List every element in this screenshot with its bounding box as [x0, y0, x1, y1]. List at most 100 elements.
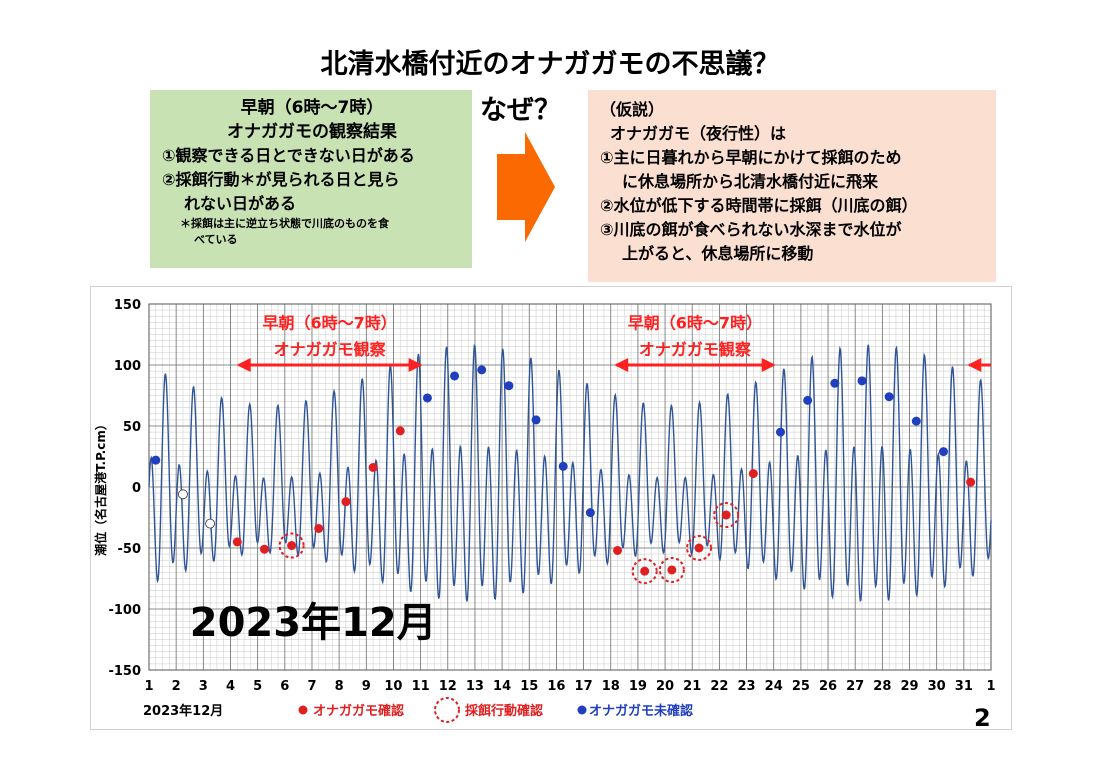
not-observed-point [477, 365, 487, 375]
y-axis-label: 潮位（名古屋港T.P.cm） [93, 418, 108, 556]
plot-border [148, 303, 992, 671]
page-title: 北清水橋付近のオナガガモの不思議？ [320, 49, 780, 80]
arrow-head-left-icon [236, 358, 251, 372]
observation-item-1: ①観察できる日とできない日がある [162, 146, 415, 165]
legend-not-observed-marker [577, 705, 587, 715]
not-observed-point [857, 376, 867, 386]
observation-note-line2: べている [194, 233, 238, 246]
hypothesis-box: （仮説） オナガガモ（夜行性）は ①主に日暮れから早朝にかけて採餌のため に休息… [588, 90, 996, 282]
y-tick-label: 150 [114, 298, 141, 313]
hypothesis-line-5: ②水位が低下する時間帯に採餌（川底の餌） [600, 196, 918, 215]
x-tick-label: 7 [307, 679, 316, 694]
open-point [178, 489, 188, 500]
tide-series-line [148, 344, 992, 603]
not-observed-point [911, 416, 921, 426]
x-tick-label: 19 [629, 679, 647, 694]
hypothesis-line-7: 上がると、休息場所に移動 [622, 244, 814, 263]
observed-point [613, 545, 623, 555]
not-observed-point [830, 378, 840, 388]
hypothesis-line-1: （仮説） [600, 100, 665, 119]
observed-point [395, 426, 405, 436]
hypothesis-line-6: ③川底の餌が食べられない水深まで水位が [600, 220, 902, 239]
observation-item-2-line1: ②採餌行動＊が見られる日と見ら [162, 170, 400, 189]
y-tick-label: -150 [108, 664, 141, 679]
x-tick-label: 18 [602, 679, 620, 694]
x-tick-label: 15 [520, 679, 538, 694]
hypothesis-line-4: に休息場所から北清水橋付近に飛来 [622, 172, 879, 191]
observed-point [232, 537, 242, 547]
feeding-behavior-circle [278, 532, 305, 559]
not-observed-point [558, 461, 568, 471]
y-tick-label: -100 [108, 603, 141, 618]
x-tick-label: 26 [819, 679, 837, 694]
arrow-head-left-icon [614, 358, 629, 372]
x-tick-label: 14 [493, 679, 511, 694]
x-tick-label: 9 [362, 679, 371, 694]
x-tick-label: 17 [575, 679, 593, 694]
x-tick-label: 16 [547, 679, 565, 694]
not-observed-point [531, 415, 541, 425]
x-tick-label: 11 [412, 679, 430, 694]
observed-point [966, 477, 976, 487]
legend-not-observed-label: オナガガモ未確認 [589, 703, 693, 719]
not-observed-point [776, 427, 785, 437]
not-observed-point [151, 455, 161, 465]
not-observed-point [585, 508, 595, 518]
legend-feeding-marker [434, 697, 460, 723]
observed-point [721, 510, 731, 520]
observed-point [341, 497, 351, 507]
x-tick-label: 24 [765, 679, 783, 694]
not-observed-point [938, 447, 948, 457]
x-tick-label: 2 [172, 679, 181, 694]
observation-period-label: オナガガモ観察 [274, 340, 387, 359]
x-tick-label: 27 [846, 679, 864, 694]
observation-results-box: 早朝（6時～7時） オナガガモの観察結果 ①観察できる日とできない日がある ②採… [150, 90, 472, 268]
hypothesis-line-2: オナガガモ（夜行性）は [610, 124, 787, 143]
hypothesis-line-3: ①主に日暮れから早朝にかけて採餌のため [600, 148, 902, 167]
x-tick-label: 25 [792, 679, 810, 694]
y-tick-label: 0 [132, 481, 141, 496]
x-tick-label: 10 [384, 679, 402, 694]
legend-observed-marker [298, 705, 308, 715]
x-tick-label: 12 [439, 679, 457, 694]
observation-heading-time: 早朝（6時～7時） [240, 98, 384, 118]
observation-note-line1: ＊採餌は主に逆立ち状態で川底のものを食 [180, 217, 389, 230]
y-tick-label: 50 [123, 420, 141, 435]
x-tick-label: 30 [928, 679, 946, 694]
not-observed-point [504, 381, 514, 391]
legend-observed-label: オナガガモ確認 [313, 703, 404, 719]
x-tick-label: 21 [683, 679, 701, 694]
legend-feeding-label: 採餌行動確認 [465, 703, 543, 719]
why-label: なぜ？ [480, 95, 561, 126]
feeding-behavior-circle [631, 558, 658, 585]
x-tick-label: 31 [955, 679, 973, 694]
observed-point [748, 469, 758, 479]
x-tick-label: 1 [144, 679, 153, 694]
arrow-head-right-icon [761, 358, 776, 372]
not-observed-point [422, 393, 432, 403]
right-arrow-icon [497, 132, 555, 242]
x-tick-label: 8 [335, 679, 344, 694]
x-tick-label: 13 [466, 679, 484, 694]
x-tick-label: 29 [900, 679, 918, 694]
observation-item-2-line2: れない日がある [184, 194, 297, 213]
arrow-head-left-icon [967, 358, 982, 372]
x-tick-label: 6 [280, 679, 289, 694]
observed-point [368, 462, 378, 472]
x-tick-label: 20 [656, 679, 674, 694]
page-number: 2 [974, 704, 991, 732]
feeding-behavior-circle [686, 535, 713, 561]
x-tick-label: 28 [873, 679, 891, 694]
y-tick-label: -50 [118, 542, 142, 557]
observed-point [640, 566, 650, 576]
not-observed-point [884, 392, 894, 402]
x-axis-label: 2023年12月 [143, 703, 223, 719]
observed-point [667, 565, 677, 575]
observed-point [314, 523, 324, 533]
x-tick-label: 5 [253, 679, 262, 694]
month-big-label: 2023年12月 [190, 600, 437, 646]
x-tick-label: 4 [226, 679, 235, 694]
observed-point [694, 543, 704, 553]
observation-period-label: 早朝（6時～7時） [262, 313, 396, 332]
observation-period-label: 早朝（6時～7時） [628, 313, 762, 332]
